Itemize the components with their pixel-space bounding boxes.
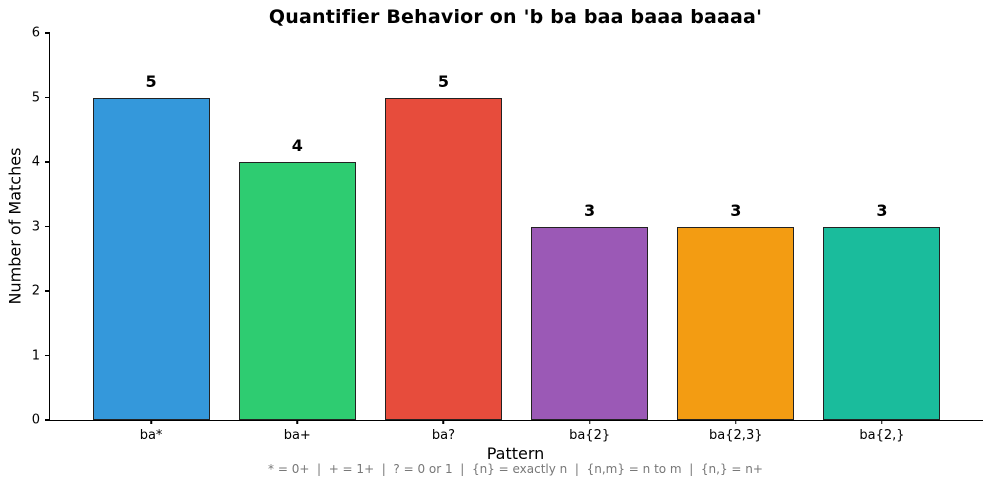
y-tick-mark [45,354,50,357]
bar-slot: 3 ba{2} [517,33,663,443]
x-tick-label: ba* [139,428,163,443]
y-tick-mark [45,96,50,99]
chart-title: Quantifier Behavior on 'b ba baa baaa ba… [268,6,763,28]
y-tick-label: 6 [31,25,40,41]
y-tick-label: 0 [31,412,40,428]
x-tick-label: ba{2} [569,428,611,443]
bar [677,226,795,420]
bar-value-label: 5 [437,71,449,91]
x-tick-mark [881,420,883,424]
y-tick-mark [45,290,50,292]
bar-value-label: 3 [730,200,742,220]
bar-value-label: 5 [145,71,157,91]
y-tick-label: 2 [31,283,40,299]
bar-slot: 5 ba? [370,33,516,443]
x-tick-mark [588,420,591,424]
bar-slot: 4 ba+ [224,33,370,443]
y-tick-mark [45,32,50,34]
x-tick-mark [735,420,737,424]
bar [823,226,941,420]
bar [238,162,356,420]
y-tick-label: 4 [31,154,40,170]
x-tick-label: ba? [431,428,455,443]
x-tick-label: ba+ [283,428,311,443]
bar-value-label: 3 [876,200,888,220]
quantifier-legend-footnote: * = 0+ | + = 1+ | ? = 0 or 1 | {n} = exa… [268,462,763,476]
bar-slot: 3 ba{2,} [809,33,955,443]
x-tick-mark [150,420,152,424]
bars-container: 5 ba* 4 ba+ 5 ba? 3 ba{2} 3 ba{2,3} 3 ba{2,} [50,33,983,443]
x-tick-mark [442,420,445,424]
x-tick-label: ba{2,} [859,428,905,443]
y-tick-mark [45,419,50,421]
x-axis-label: Pattern [486,444,545,463]
y-tick-label: 1 [31,348,40,364]
x-tick-mark [296,420,298,424]
bar-slot: 3 ba{2,3} [663,33,809,443]
bar-value-label: 3 [584,200,596,220]
bar-slot: 5 ba* [78,33,224,443]
x-tick-label: ba{2,3} [709,428,763,443]
y-tick-mark [45,161,50,163]
bar [92,97,210,420]
y-axis-label: Number of Matches [5,147,25,305]
y-tick-label: 3 [31,219,40,234]
y-tick-label: 5 [31,90,40,105]
bar [531,226,649,420]
bar-value-label: 4 [291,136,303,156]
y-tick-mark [45,225,50,228]
bar [384,97,502,420]
